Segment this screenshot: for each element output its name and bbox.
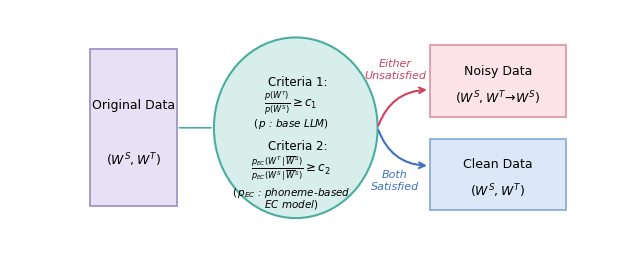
Text: $(W^S, W^T)$: $(W^S, W^T)$ bbox=[470, 182, 525, 199]
Text: $(\,p$ : base LLM$)$: $(\,p$ : base LLM$)$ bbox=[253, 116, 329, 130]
Text: $\frac{p_{EC}(W^T\,|\,\overline{W}^{\,S})}{p_{EC}(W^S\,|\,\overline{W}^{\,S})} \: $\frac{p_{EC}(W^T\,|\,\overline{W}^{\,S}… bbox=[251, 154, 330, 182]
Text: Clean Data: Clean Data bbox=[463, 157, 532, 170]
Text: EC model$)$: EC model$)$ bbox=[264, 197, 318, 210]
FancyBboxPatch shape bbox=[429, 139, 566, 210]
Text: Both
Satisfied: Both Satisfied bbox=[371, 169, 419, 191]
Text: Either
Unsatisfied: Either Unsatisfied bbox=[364, 59, 426, 80]
FancyBboxPatch shape bbox=[429, 46, 566, 118]
Ellipse shape bbox=[214, 38, 378, 218]
Text: $(\,p_{EC}$ : phoneme-based: $(\,p_{EC}$ : phoneme-based bbox=[232, 185, 350, 199]
Text: Criteria 2:: Criteria 2: bbox=[269, 139, 328, 152]
Text: Original Data: Original Data bbox=[92, 98, 175, 111]
Text: $(W^S, W^T\!\to\! W^S)$: $(W^S, W^T\!\to\! W^S)$ bbox=[455, 89, 541, 106]
FancyBboxPatch shape bbox=[90, 50, 177, 207]
Text: Criteria 1:: Criteria 1: bbox=[269, 76, 328, 89]
Text: $(W^S, W^T)$: $(W^S, W^T)$ bbox=[106, 151, 161, 168]
Text: Noisy Data: Noisy Data bbox=[464, 65, 532, 77]
Text: $\frac{p(W^T)}{p(W^S)} \geq c_1$: $\frac{p(W^T)}{p(W^S)} \geq c_1$ bbox=[264, 89, 317, 117]
